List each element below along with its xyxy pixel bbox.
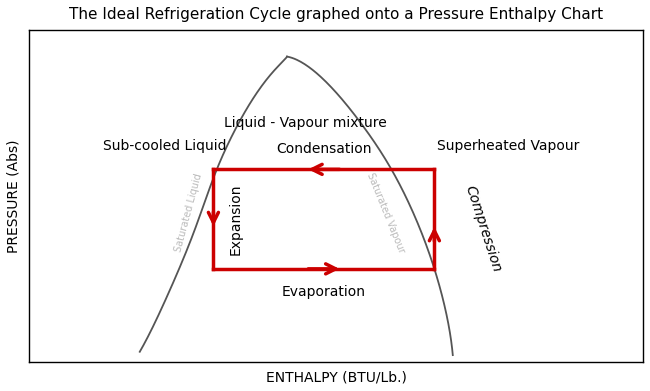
Text: Saturated Vapour: Saturated Vapour [365, 171, 406, 254]
X-axis label: ENTHALPY (BTU/Lb.): ENTHALPY (BTU/Lb.) [266, 370, 407, 384]
Text: Liquid - Vapour mixture: Liquid - Vapour mixture [224, 116, 387, 130]
Text: Saturated Liquid: Saturated Liquid [174, 172, 204, 253]
Text: Evaporation: Evaporation [282, 285, 366, 300]
Y-axis label: PRESSURE (Abs): PRESSURE (Abs) [7, 139, 21, 253]
Text: Compression: Compression [462, 184, 503, 274]
Text: Condensation: Condensation [276, 142, 372, 156]
Text: Sub-cooled Liquid: Sub-cooled Liquid [103, 139, 226, 153]
Text: Expansion: Expansion [229, 183, 242, 255]
Text: Superheated Vapour: Superheated Vapour [437, 139, 579, 153]
Title: The Ideal Refrigeration Cycle graphed onto a Pressure Enthalpy Chart: The Ideal Refrigeration Cycle graphed on… [69, 7, 603, 22]
